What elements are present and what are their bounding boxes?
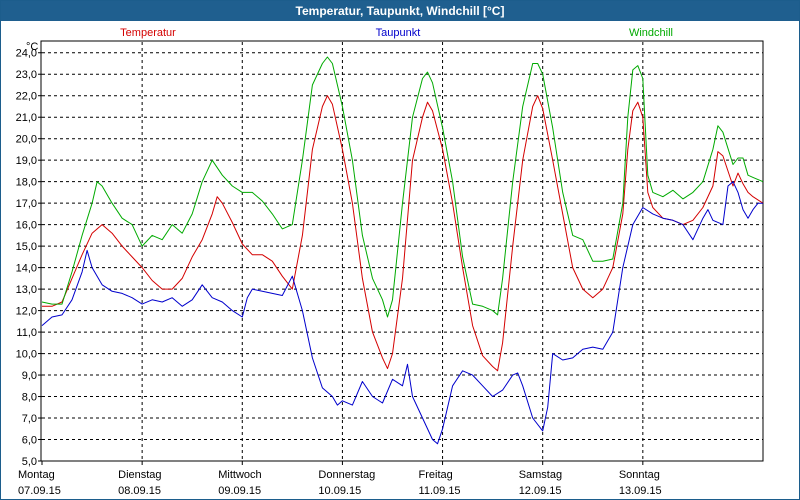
y-tick-label: 9,0	[22, 370, 37, 382]
plot-area	[40, 40, 764, 462]
y-tick-label: 6,0	[22, 435, 37, 447]
x-tick-day-label: Dienstag	[118, 469, 161, 481]
x-tick-day-label: Samstag	[519, 469, 562, 481]
x-tick-date-label: 11.09.15	[419, 485, 461, 497]
y-tick-label: 15,0	[16, 241, 37, 253]
x-tick-day-label: Donnerstag	[318, 469, 375, 481]
series-line-temperatur	[42, 95, 764, 372]
y-tick-label: 24,0	[16, 48, 37, 60]
y-tick-label: 22,0	[16, 91, 37, 103]
y-tick-label: 18,0	[16, 177, 37, 189]
x-tick-date-label: 08.09.15	[118, 485, 161, 497]
legend-temperatur: Temperatur	[120, 27, 176, 39]
y-tick-label: 7,0	[22, 413, 37, 425]
x-tick-date-label: 12.09.15	[519, 485, 562, 497]
y-tick-label: 19,0	[16, 155, 37, 167]
y-tick-label: 5,0	[22, 456, 37, 468]
chart-title: Temperatur, Taupunkt, Windchill [°C]	[1, 1, 799, 21]
x-tick-day-label: Freitag	[419, 469, 453, 481]
y-tick-label: 16,0	[16, 220, 37, 232]
y-tick-label: 12,0	[16, 306, 37, 318]
x-tick-day-label: Montag	[18, 469, 55, 481]
y-tick-label: 21,0	[16, 112, 37, 124]
legend-taupunkt: Taupunkt	[376, 27, 421, 39]
legend-windchill: Windchill	[629, 27, 673, 39]
y-tick-label: 10,0	[16, 349, 37, 361]
x-tick-date-label: 13.09.15	[619, 485, 662, 497]
series-line-windchill	[41, 56, 764, 318]
y-tick-label: 8,0	[22, 392, 37, 404]
y-tick-label: 23,0	[16, 69, 37, 81]
y-unit-label: °C	[26, 41, 38, 53]
x-tick-day-label: Sonntag	[619, 469, 660, 481]
x-tick-day-label: Mittwoch	[218, 469, 261, 481]
y-tick-label: 11,0	[16, 327, 37, 339]
y-tick-label: 20,0	[16, 134, 37, 146]
y-tick-label: 17,0	[16, 198, 37, 210]
x-tick-date-label: 09.09.15	[218, 485, 261, 497]
y-tick-label: 13,0	[16, 284, 37, 296]
y-tick-label: 14,0	[16, 263, 37, 275]
series-line-taupunkt	[41, 181, 763, 445]
x-tick-date-label: 07.09.15	[18, 485, 61, 497]
x-tick-date-label: 10.09.15	[318, 485, 361, 497]
